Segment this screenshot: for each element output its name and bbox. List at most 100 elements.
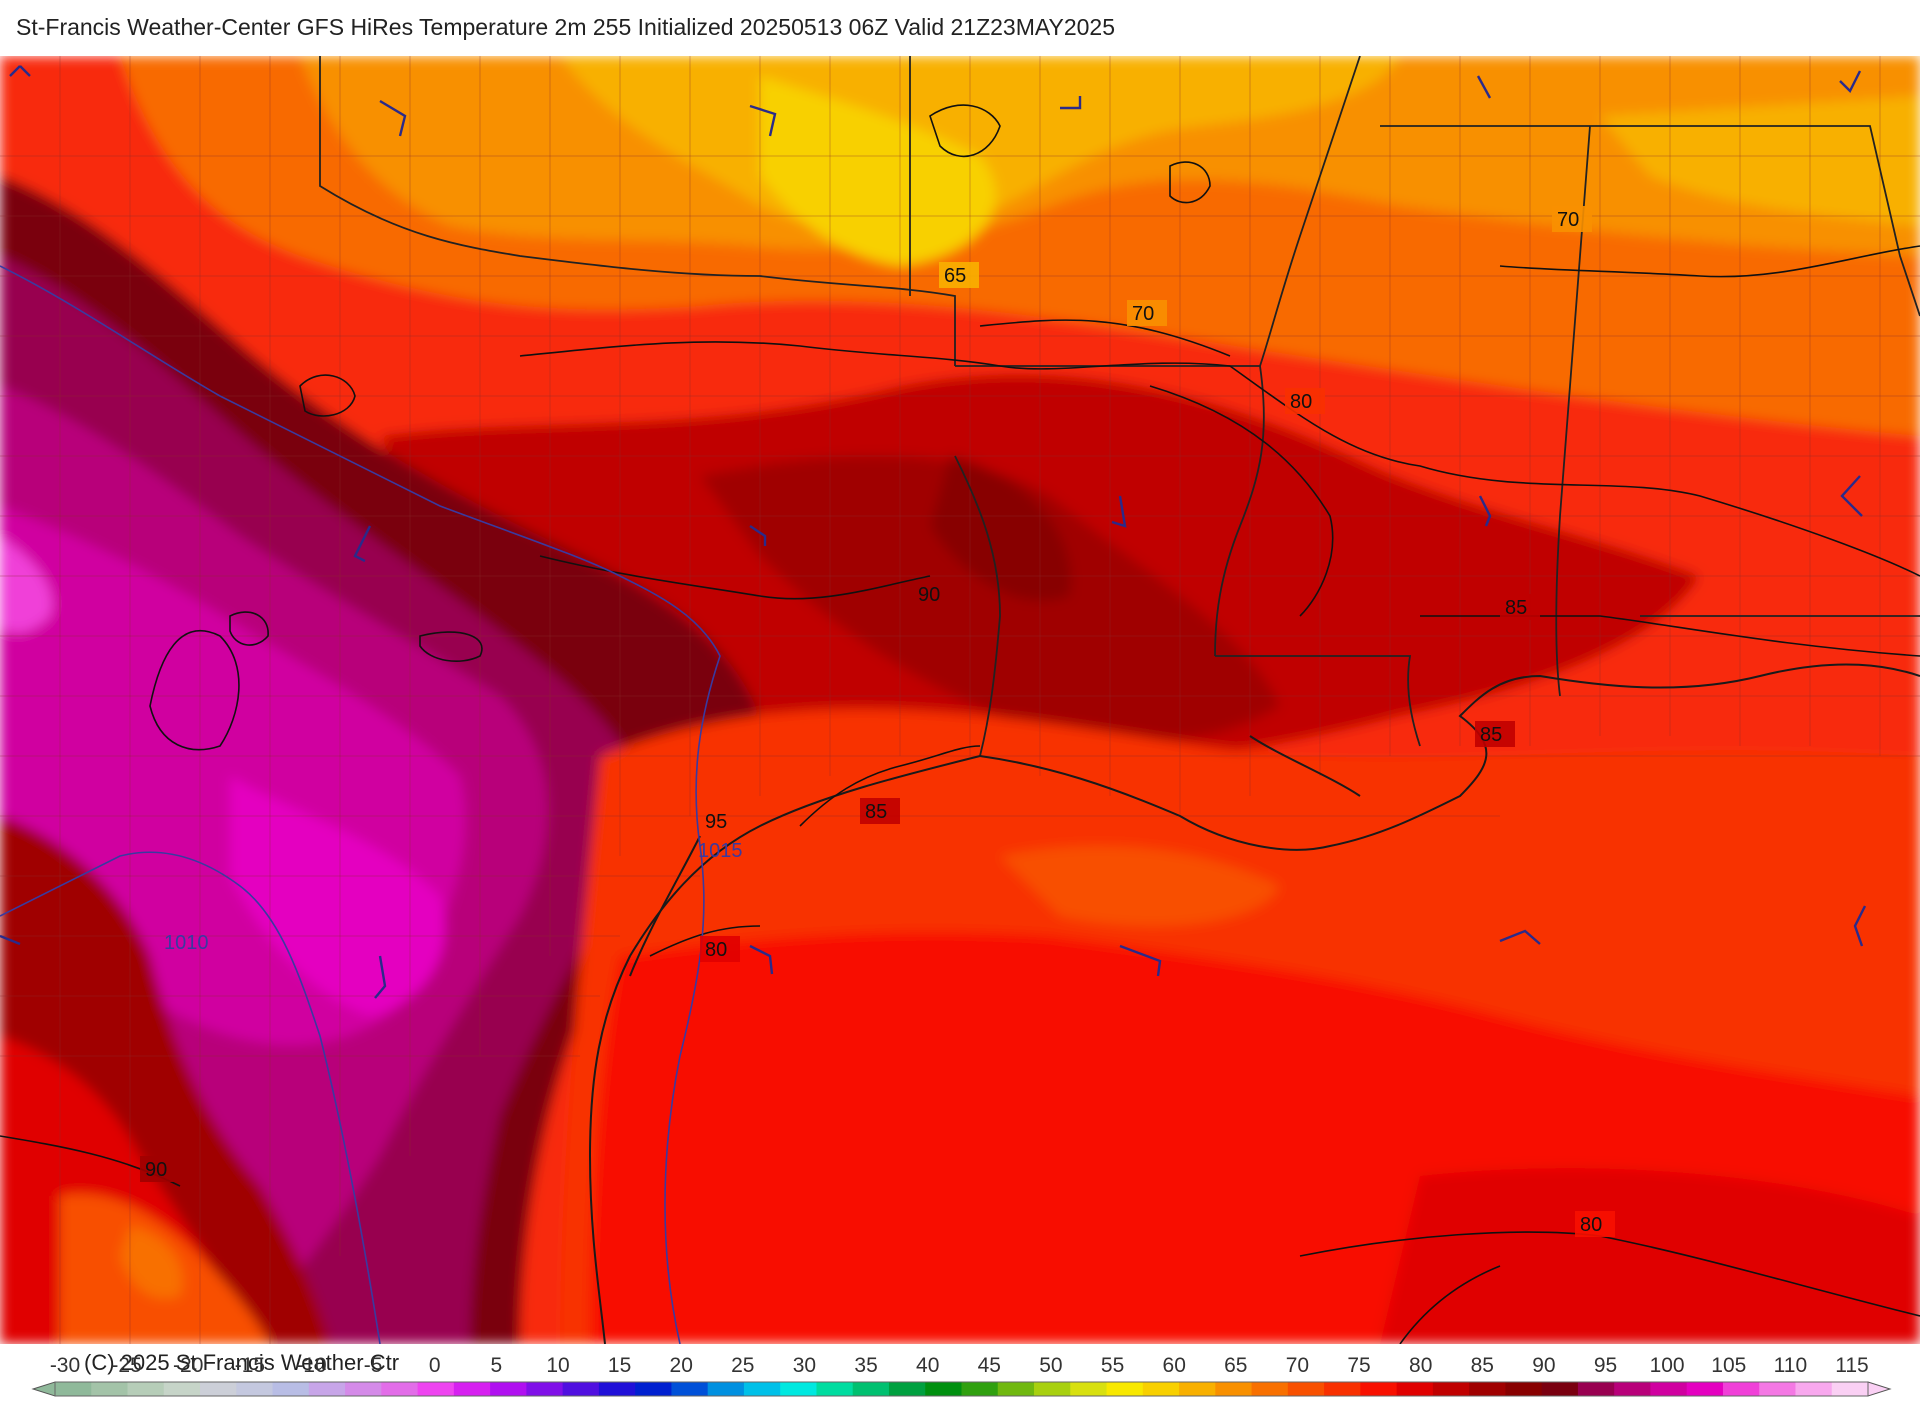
legend-tick-label: 95 (1594, 1354, 1617, 1377)
legend-color-cell (743, 1382, 781, 1396)
legend-color-cell (925, 1382, 962, 1396)
legend-color-cell (1686, 1382, 1724, 1396)
legend-color-cell (1142, 1382, 1180, 1396)
legend-color-cell (1251, 1382, 1289, 1396)
contour-label-65: 65 (944, 265, 966, 287)
legend-tick-label: 65 (1224, 1354, 1247, 1377)
temperature-map: 65 70 70 80 80 80 85 85 85 90 90 95 80 (0, 56, 1920, 1344)
legend-color-cell (816, 1382, 854, 1396)
legend-color-cell (453, 1382, 491, 1396)
legend-color-cell (961, 1382, 999, 1396)
legend-tick-label: 30 (793, 1354, 816, 1377)
legend-color-cell (345, 1382, 382, 1396)
legend-color-cell (598, 1382, 636, 1396)
legend-color-cell (1505, 1382, 1543, 1396)
legend-tick-label: 25 (731, 1354, 754, 1377)
legend-tick-label: 80 (1409, 1354, 1432, 1377)
legend-color-cell (852, 1382, 890, 1396)
legend-color-cell (272, 1382, 310, 1396)
isobar-labels: 1015 1010 (164, 840, 743, 954)
legend-tick-label: 90 (1532, 1354, 1555, 1377)
legend-color-cell (1215, 1382, 1253, 1396)
legend-color-cell (1577, 1382, 1615, 1396)
chart-title: St-Francis Weather-Center GFS HiRes Temp… (16, 14, 1116, 40)
legend-color-cell (1106, 1382, 1144, 1396)
legend-color-cell (997, 1382, 1035, 1396)
legend-color-cell (1650, 1382, 1688, 1396)
legend-color-cell (1469, 1382, 1506, 1396)
legend-tick-label: -25 (111, 1354, 141, 1377)
isobar-label-1010: 1010 (164, 932, 209, 954)
legend-tick-label: 5 (490, 1354, 502, 1377)
legend-color-cell (1831, 1382, 1869, 1396)
legend-color-cell (635, 1382, 672, 1396)
legend-tick-label: -10 (296, 1354, 326, 1377)
isobar-label-1015: 1015 (698, 840, 743, 862)
contour-label-80-coast: 80 (705, 939, 727, 961)
legend-arrow-high (1867, 1381, 1892, 1397)
legend-tick-label: 110 (1774, 1354, 1807, 1377)
isobars (0, 265, 721, 1344)
legend-color-cell (490, 1382, 527, 1396)
legend-color-cell (308, 1382, 346, 1396)
legend-tick-label: 115 (1835, 1354, 1868, 1377)
legend-color-cell (1179, 1382, 1216, 1396)
legend-tick-label: 10 (546, 1354, 569, 1377)
contour-label-80-gulf: 80 (1580, 1214, 1602, 1236)
contour-label-85-coast: 85 (1480, 724, 1502, 746)
legend-color-cell (127, 1382, 165, 1396)
legend-arrow-low (31, 1381, 56, 1397)
contour-label-80: 80 (1290, 391, 1312, 413)
legend-color-cell (707, 1382, 745, 1396)
legend-tick-label: 55 (1101, 1354, 1124, 1377)
legend-color-cell (417, 1382, 455, 1396)
legend-color-cell (1287, 1382, 1325, 1396)
state-borders (319, 56, 1920, 757)
legend-tick-label: -5 (364, 1354, 383, 1377)
contour-label-85: 85 (1505, 597, 1527, 619)
legend-color-cell (1614, 1382, 1651, 1396)
contour-label-90: 90 (918, 584, 940, 606)
legend-tick-label: 35 (854, 1354, 877, 1377)
legend-tick-label: 50 (1039, 1354, 1062, 1377)
legend-tick-label: 85 (1471, 1354, 1494, 1377)
legend-color-cell (1759, 1382, 1796, 1396)
legend-color-cell (200, 1382, 237, 1396)
color-legend-svg: -30 -25 -20 -15 -10 -5 0 5 10 15 20 25 30 35 40 45 50 55 6… (31, 1354, 1892, 1397)
legend-color-cell (91, 1382, 129, 1396)
color-legend: -30 -25 -20 -15 -10 -5 0 5 10 15 20 25 30 35 40 45 50 55 6… (0, 1342, 1920, 1400)
contour-label-85-tx: 85 (865, 801, 887, 823)
legend-tick-label: 20 (670, 1354, 693, 1377)
copyright-text: (C) 2025 St Francis Weather Ctr (84, 1350, 400, 1375)
legend-tick-label: 45 (978, 1354, 1001, 1377)
temperature-field (0, 56, 1920, 1344)
wind-barbs (0, 65, 1867, 999)
legend-tick-label: -20 (173, 1354, 203, 1377)
legend-tick-label: 70 (1286, 1354, 1309, 1377)
legend-color-cell (1541, 1382, 1579, 1396)
legend-tick-label: 0 (429, 1354, 441, 1377)
contour-label-70: 70 (1132, 303, 1154, 325)
contour-labels: 65 70 70 80 80 80 85 85 85 90 90 95 80 (140, 206, 1615, 1237)
contour-label-90-sw: 90 (145, 1159, 167, 1181)
legend-tick-labels: -30 -25 -20 -15 -10 -5 0 5 10 15 20 25 30 35 40 45 50 55 6… (50, 1354, 1869, 1377)
legend-color-cell (780, 1382, 817, 1396)
legend-tick-label: 15 (608, 1354, 631, 1377)
legend-color-cell (236, 1382, 274, 1396)
legend-color-cell (1360, 1382, 1398, 1396)
legend-color-cell (163, 1382, 201, 1396)
legend-color-cell (1324, 1382, 1361, 1396)
legend-color-cell (55, 1382, 92, 1396)
legend-color-cell (1034, 1382, 1071, 1396)
legend-tick-label: 105 (1711, 1354, 1746, 1377)
legend-tick-label: -15 (235, 1354, 265, 1377)
legend-color-cell (526, 1382, 564, 1396)
legend-border (54, 1381, 1869, 1397)
legend-color-cell (381, 1382, 419, 1396)
map-canvas: 65 70 70 80 80 80 85 85 85 90 90 95 80 (0, 56, 1920, 1344)
legend-color-cell (888, 1382, 926, 1396)
legend-color-cell (1722, 1382, 1760, 1396)
legend-color-cells (31, 1381, 1892, 1397)
legend-color-cell (671, 1382, 709, 1396)
contour-label-95: 95 (705, 811, 727, 833)
